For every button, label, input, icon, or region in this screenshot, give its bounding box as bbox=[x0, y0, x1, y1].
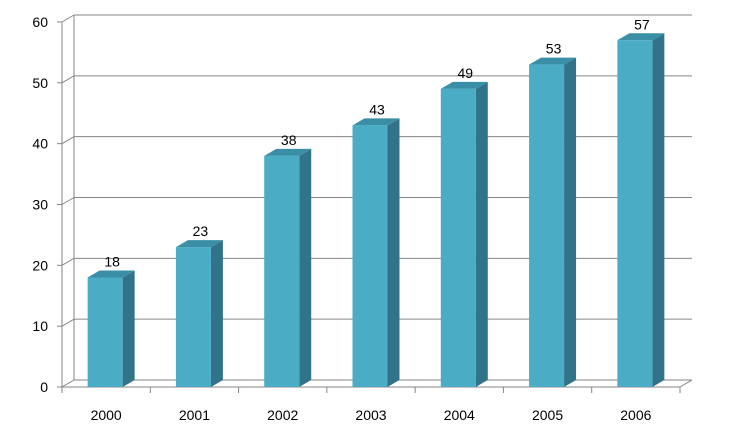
y-tick-label: 50 bbox=[32, 75, 48, 91]
data-label: 49 bbox=[457, 65, 473, 81]
bar-top bbox=[87, 270, 135, 278]
data-label: 53 bbox=[546, 41, 562, 57]
y-tick-label: 10 bbox=[32, 318, 48, 334]
y-tick-label: 20 bbox=[32, 257, 48, 273]
gridline-slant bbox=[61, 75, 75, 84]
x-tick-label: 2002 bbox=[267, 407, 298, 423]
bar-side bbox=[299, 148, 312, 387]
bar bbox=[352, 125, 388, 388]
bar bbox=[440, 88, 476, 388]
bar-side bbox=[210, 240, 223, 387]
x-tick-label: 2005 bbox=[532, 407, 563, 423]
bar-side bbox=[387, 118, 400, 388]
bar-top bbox=[352, 118, 400, 126]
bar bbox=[87, 277, 123, 387]
y-tick-label: 60 bbox=[32, 14, 48, 30]
gridline-slant bbox=[61, 197, 75, 205]
x-tick-label: 2003 bbox=[355, 407, 386, 423]
y-tick-label: 30 bbox=[32, 197, 48, 213]
bar-side bbox=[122, 270, 135, 387]
gridline-slant bbox=[61, 136, 75, 145]
bar bbox=[264, 155, 300, 387]
gridline-slant bbox=[61, 14, 75, 23]
bar bbox=[529, 64, 565, 387]
data-label: 43 bbox=[369, 101, 385, 117]
gridline-slant bbox=[61, 318, 75, 327]
bar-side bbox=[652, 33, 665, 387]
bar bbox=[617, 40, 653, 387]
x-tick-label: 2000 bbox=[91, 407, 122, 423]
gridline-slant bbox=[61, 379, 75, 388]
bar-top bbox=[529, 57, 577, 65]
labels: 0 10 20 30 40 50 60 18 2000 23 2001 38 2002 43 2003 49 2… bbox=[32, 14, 651, 423]
bar-top bbox=[175, 240, 223, 248]
bar-top bbox=[440, 81, 488, 89]
bar-top bbox=[617, 33, 665, 41]
bar bbox=[175, 247, 211, 387]
x-tick-label: 2001 bbox=[179, 407, 210, 423]
gridline-slant bbox=[61, 257, 75, 266]
bar-side bbox=[564, 57, 577, 387]
data-label: 23 bbox=[193, 223, 209, 239]
floor-edge bbox=[679, 379, 693, 388]
data-label: 57 bbox=[634, 16, 650, 32]
x-tick-label: 2006 bbox=[620, 407, 651, 423]
x-tick-label: 2004 bbox=[444, 407, 475, 423]
bar-side bbox=[475, 81, 488, 388]
y-tick-label: 0 bbox=[40, 379, 48, 395]
data-label: 38 bbox=[281, 132, 297, 148]
bars bbox=[87, 33, 665, 388]
data-label: 18 bbox=[104, 254, 120, 270]
y-tick-label: 40 bbox=[32, 136, 48, 152]
bar-top bbox=[264, 148, 312, 156]
